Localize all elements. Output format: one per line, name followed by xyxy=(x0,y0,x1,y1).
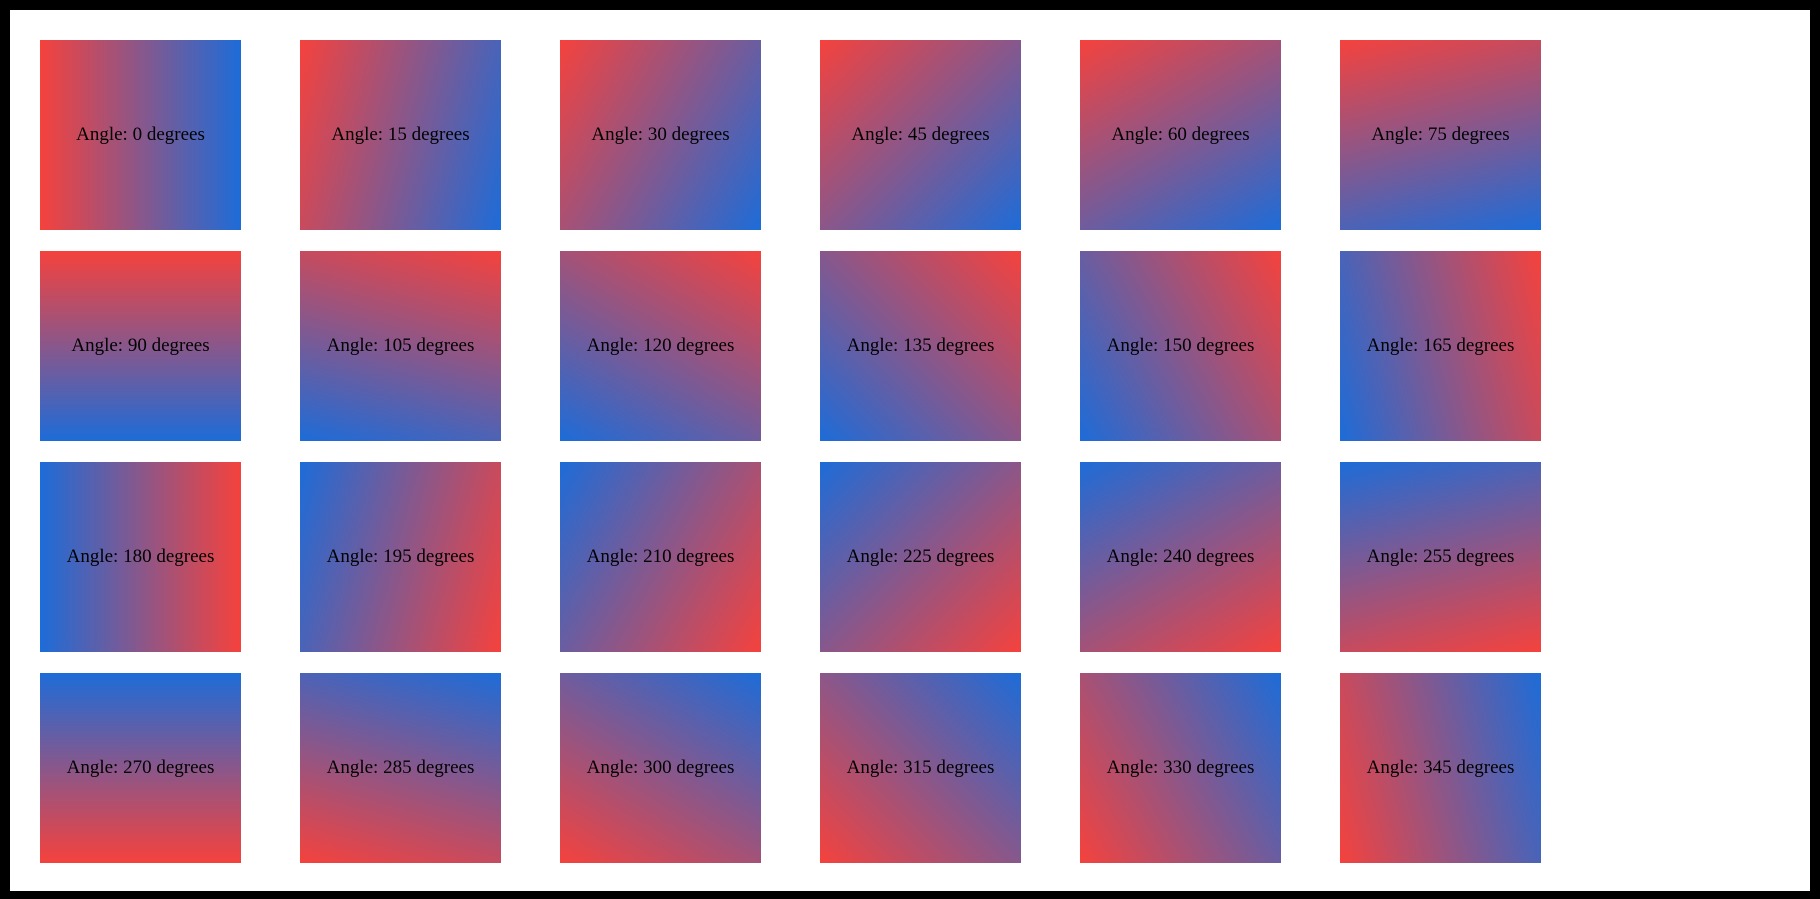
gradient-tile-label: Angle: 45 degrees xyxy=(851,124,990,145)
gradient-tile-label: Angle: 345 degrees xyxy=(1366,757,1515,778)
gradient-tile: Angle: 195 degrees xyxy=(300,462,501,652)
gradient-tile-label: Angle: 210 degrees xyxy=(586,546,735,567)
gradient-tile: Angle: 300 degrees xyxy=(560,673,761,863)
gradient-tile: Angle: 75 degrees xyxy=(1340,40,1541,230)
gradient-tile-label: Angle: 300 degrees xyxy=(586,757,735,778)
gradient-tile: Angle: 90 degrees xyxy=(40,251,241,441)
gradient-tile: Angle: 345 degrees xyxy=(1340,673,1541,863)
gradient-tile-label: Angle: 330 degrees xyxy=(1106,757,1255,778)
gradient-tile: Angle: 135 degrees xyxy=(820,251,1021,441)
gradient-tile: Angle: 120 degrees xyxy=(560,251,761,441)
gradient-tile: Angle: 15 degrees xyxy=(300,40,501,230)
gradient-tile-label: Angle: 180 degrees xyxy=(66,546,215,567)
gradient-tile-label: Angle: 90 degrees xyxy=(71,335,210,356)
gradient-tile-label: Angle: 15 degrees xyxy=(331,124,470,145)
gradient-tile-label: Angle: 195 degrees xyxy=(326,546,475,567)
gradient-tile: Angle: 285 degrees xyxy=(300,673,501,863)
gradient-tile: Angle: 0 degrees xyxy=(40,40,241,230)
gradient-tile-label: Angle: 285 degrees xyxy=(326,757,475,778)
gradient-tile: Angle: 270 degrees xyxy=(40,673,241,863)
gradient-tile: Angle: 255 degrees xyxy=(1340,462,1541,652)
gradient-tile: Angle: 60 degrees xyxy=(1080,40,1281,230)
gradient-tile-label: Angle: 150 degrees xyxy=(1106,335,1255,356)
gradient-tile: Angle: 240 degrees xyxy=(1080,462,1281,652)
gradient-tile-label: Angle: 240 degrees xyxy=(1106,546,1255,567)
gradient-tile-label: Angle: 315 degrees xyxy=(846,757,995,778)
gradient-tile-label: Angle: 225 degrees xyxy=(846,546,995,567)
gradient-tile-label: Angle: 255 degrees xyxy=(1366,546,1515,567)
gradient-tile-label: Angle: 60 degrees xyxy=(1111,124,1250,145)
page-canvas: Angle: 0 degrees Angle: 15 degrees Angle… xyxy=(10,10,1810,891)
gradient-tile-label: Angle: 30 degrees xyxy=(591,124,730,145)
gradient-tile-label: Angle: 105 degrees xyxy=(326,335,475,356)
gradient-tile: Angle: 45 degrees xyxy=(820,40,1021,230)
gradient-tile-label: Angle: 270 degrees xyxy=(66,757,215,778)
gradient-tile-label: Angle: 120 degrees xyxy=(586,335,735,356)
gradient-tile: Angle: 330 degrees xyxy=(1080,673,1281,863)
gradient-tile-label: Angle: 165 degrees xyxy=(1366,335,1515,356)
gradient-tile: Angle: 210 degrees xyxy=(560,462,761,652)
gradient-tile: Angle: 225 degrees xyxy=(820,462,1021,652)
gradient-tile-label: Angle: 75 degrees xyxy=(1371,124,1510,145)
gradient-tile: Angle: 150 degrees xyxy=(1080,251,1281,441)
gradient-tile: Angle: 315 degrees xyxy=(820,673,1021,863)
gradient-tile: Angle: 165 degrees xyxy=(1340,251,1541,441)
gradient-tile: Angle: 180 degrees xyxy=(40,462,241,652)
gradient-tile: Angle: 30 degrees xyxy=(560,40,761,230)
gradient-grid: Angle: 0 degrees Angle: 15 degrees Angle… xyxy=(40,40,1810,863)
gradient-tile-label: Angle: 0 degrees xyxy=(76,124,205,145)
gradient-tile: Angle: 105 degrees xyxy=(300,251,501,441)
gradient-tile-label: Angle: 135 degrees xyxy=(846,335,995,356)
